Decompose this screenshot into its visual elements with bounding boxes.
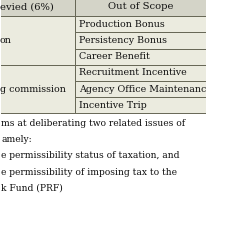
FancyBboxPatch shape (75, 49, 206, 65)
FancyBboxPatch shape (75, 65, 206, 81)
FancyBboxPatch shape (75, 16, 206, 32)
Text: Production Bonus: Production Bonus (79, 20, 165, 29)
FancyBboxPatch shape (0, 65, 75, 113)
Text: Incentive Trip: Incentive Trip (79, 101, 147, 110)
Text: e permissibility status of taxation, and: e permissibility status of taxation, and (1, 151, 180, 160)
FancyBboxPatch shape (0, 0, 75, 16)
Text: k Fund (PRF): k Fund (PRF) (1, 184, 63, 193)
Text: g commission: g commission (0, 85, 66, 94)
FancyBboxPatch shape (75, 32, 206, 49)
Text: Career Benefit: Career Benefit (79, 52, 150, 61)
Text: on: on (0, 36, 12, 45)
Text: ms at deliberating two related issues of: ms at deliberating two related issues of (1, 119, 186, 128)
FancyBboxPatch shape (75, 0, 206, 16)
Text: e permissibility of imposing tax to the: e permissibility of imposing tax to the (1, 168, 177, 177)
Text: amely:: amely: (1, 135, 32, 144)
Text: Persistency Bonus: Persistency Bonus (79, 36, 167, 45)
Text: Agency Office Maintenanc: Agency Office Maintenanc (79, 85, 206, 94)
FancyBboxPatch shape (75, 81, 206, 97)
FancyBboxPatch shape (75, 97, 206, 113)
FancyBboxPatch shape (0, 16, 75, 65)
Text: evied (6%): evied (6%) (0, 2, 54, 11)
Text: Out of Scope: Out of Scope (108, 2, 173, 11)
Text: Recruitment Incentive: Recruitment Incentive (79, 68, 187, 77)
